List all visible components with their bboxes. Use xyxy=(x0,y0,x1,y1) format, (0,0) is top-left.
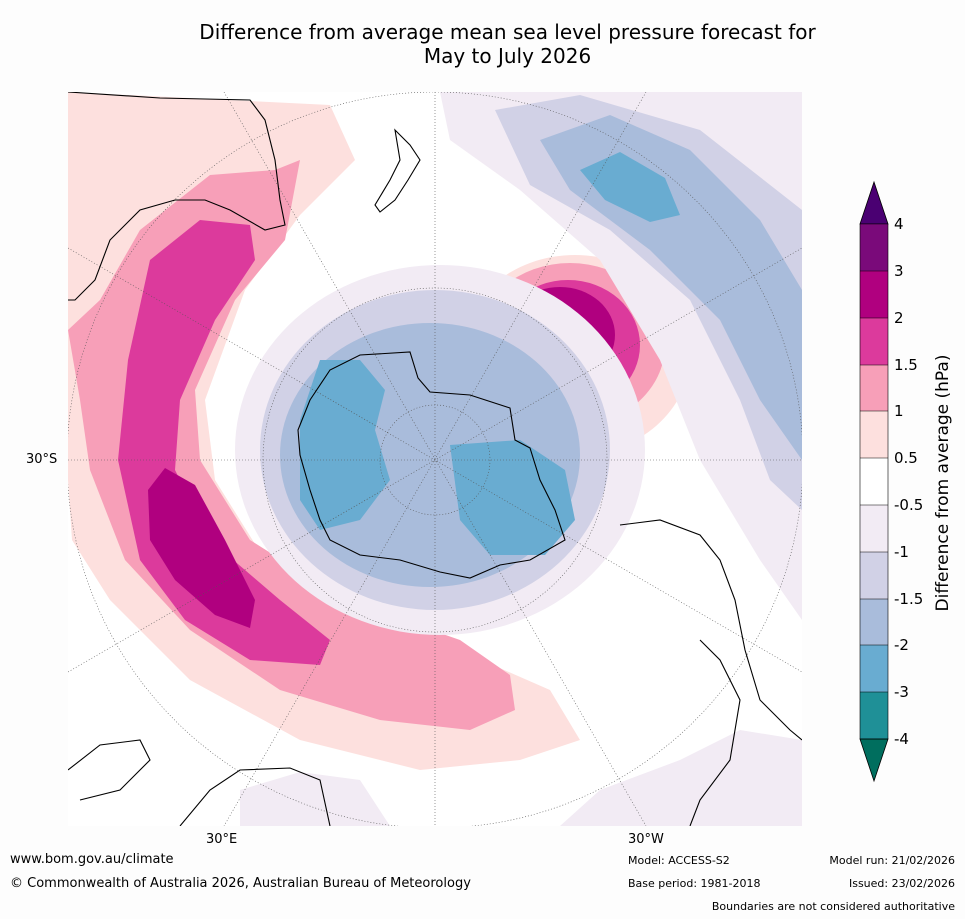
cbar-neg-1.5-to-2 xyxy=(860,599,888,645)
australia-coast xyxy=(68,92,286,301)
cbar-0.5-to-1 xyxy=(860,411,888,458)
ne-neg-2 xyxy=(580,152,680,222)
footer-url[interactable]: www.bom.gov.au/climate xyxy=(10,852,174,867)
cbar-tick-3: 3 xyxy=(894,262,904,280)
title-line-1: Difference from average mean sea level p… xyxy=(199,20,816,44)
cbar-tick-neg-1: -1 xyxy=(894,543,909,561)
cbar-1-to-1.5 xyxy=(860,365,888,411)
antarctic-negative-anomaly xyxy=(235,265,645,635)
south-america-coast-2 xyxy=(689,639,741,826)
footer-copyright: © Commonwealth of Australia 2026, Austra… xyxy=(10,876,471,891)
cbar-tick-0.5: 0.5 xyxy=(894,449,918,467)
cbar-neutral xyxy=(860,458,888,505)
title-line-2: May to July 2026 xyxy=(423,44,592,68)
cbar-tick-4: 4 xyxy=(894,215,904,233)
cbar-tick-neg-1.5: -1.5 xyxy=(894,590,924,608)
northeast-negative-anomaly xyxy=(440,92,802,620)
cbar-3-to-4 xyxy=(860,224,888,271)
cbar-tick-neg-3: -3 xyxy=(894,683,909,701)
pressure-anomaly-map[interactable] xyxy=(68,92,802,826)
new-zealand-coast xyxy=(374,128,421,213)
footer-model-run: Model run: 21/02/2026 xyxy=(829,854,955,867)
cbar-cap-top xyxy=(859,180,889,225)
cbar-tick-neg-2: -2 xyxy=(894,636,909,654)
antarctica-coast xyxy=(297,351,566,579)
cbar-neg-0.5-to-1 xyxy=(860,505,888,552)
lon-label-30e: 30°E xyxy=(206,832,238,847)
cbar-2-to-3 xyxy=(860,271,888,318)
footer-base-period: Base period: 1981-2018 xyxy=(628,877,761,890)
coastlines xyxy=(68,92,802,826)
graticule xyxy=(68,92,802,826)
band-2-to-3 xyxy=(148,468,255,628)
africa-coast xyxy=(68,739,151,801)
cbar-tick-1: 1 xyxy=(894,402,904,420)
colorbar-title: Difference from average (hPa) xyxy=(933,354,953,612)
cbar-tick-neg-0.5: -0.5 xyxy=(894,496,924,514)
ant-neg-2-west xyxy=(300,360,390,530)
bottom-negative-anomaly xyxy=(240,772,390,826)
chart-title: Difference from average mean sea level p… xyxy=(80,20,935,68)
map-svg xyxy=(68,92,802,826)
cbar-neg-2-to-3 xyxy=(860,645,888,692)
lon-label-30w: 30°W xyxy=(628,832,664,847)
lat-label-30s: 30°S xyxy=(26,452,58,467)
cbar-neg-3-to-4 xyxy=(860,692,888,739)
positive-anomaly-band xyxy=(68,92,580,770)
south-america-coast xyxy=(619,519,802,741)
cbar-tick-2: 2 xyxy=(894,309,904,327)
footer-model: Model: ACCESS-S2 xyxy=(628,854,730,867)
cbar-neg-1-to-1.5 xyxy=(860,552,888,599)
cbar-tick-neg-4: -4 xyxy=(894,730,909,748)
cbar-cap-bottom xyxy=(859,738,889,783)
africa-coast-2 xyxy=(179,767,331,826)
footer-issued: Issued: 23/02/2026 xyxy=(848,877,955,890)
footer-disclaimer: Boundaries are not considered authoritat… xyxy=(711,900,955,913)
colorbar xyxy=(859,180,889,783)
cbar-tick-1.5: 1.5 xyxy=(894,356,918,374)
ant-neg-2-east xyxy=(450,440,575,555)
ne-neg-1.5 xyxy=(540,115,802,460)
cbar-1.5-to-2 xyxy=(860,318,888,365)
bottom-right-negative-anomaly xyxy=(560,730,802,826)
